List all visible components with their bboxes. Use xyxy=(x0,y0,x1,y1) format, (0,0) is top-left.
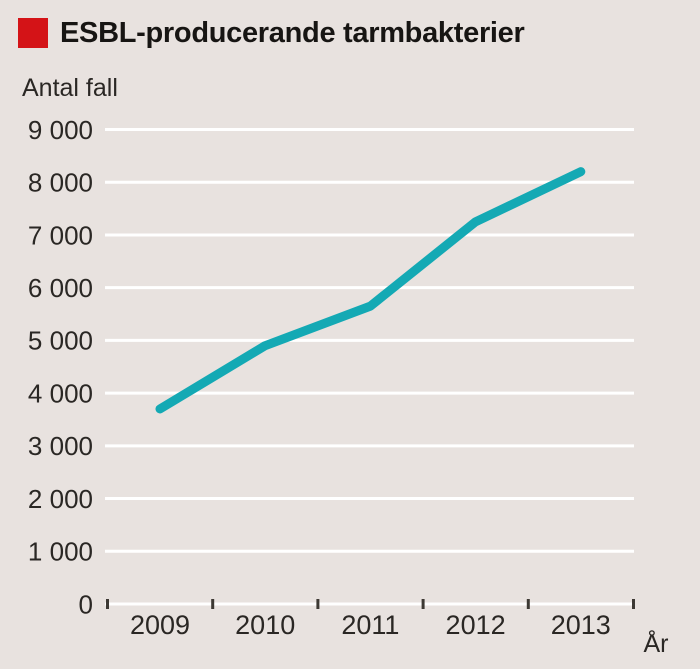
y-tick-label: 8 000 xyxy=(28,168,93,198)
y-axis-title: Antal fall xyxy=(22,74,118,102)
y-tick-labels-group: 0 1 000 2 000 3 000 4 000 5 000 6 000 7 000 8 00… xyxy=(28,115,93,619)
y-tick-label: 1 000 xyxy=(28,537,93,567)
y-tick-label: 5 000 xyxy=(28,326,93,356)
red-square-bullet-icon xyxy=(18,17,48,48)
data-line xyxy=(155,167,586,414)
chart-header: ESBL-producerande tarmbakterier xyxy=(18,17,525,48)
y-tick-label: 0 xyxy=(79,589,93,619)
x-tick-label: 2012 xyxy=(446,610,506,640)
x-tick-labels-group: 2009 2010 2011 2012 2013 År xyxy=(130,610,669,658)
y-tick-label: 2 000 xyxy=(28,484,93,514)
y-tick-label: 4 000 xyxy=(28,378,93,408)
x-tick-label: 2013 xyxy=(551,610,611,640)
x-axis-title: År xyxy=(644,628,669,658)
gridlines-group xyxy=(105,128,634,606)
data-series-group xyxy=(155,167,586,414)
x-tick-label: 2011 xyxy=(341,610,399,640)
y-tick-label: 9 000 xyxy=(28,115,93,145)
x-tick-label: 2010 xyxy=(235,610,295,640)
y-tick-label: 3 000 xyxy=(28,431,93,461)
chart-title: ESBL-producerande tarmbakterier xyxy=(60,17,525,49)
x-tick-label: 2009 xyxy=(130,610,190,640)
y-tick-label: 7 000 xyxy=(28,220,93,250)
x-tick-marks-group xyxy=(106,599,635,609)
y-tick-label: 6 000 xyxy=(28,273,93,303)
